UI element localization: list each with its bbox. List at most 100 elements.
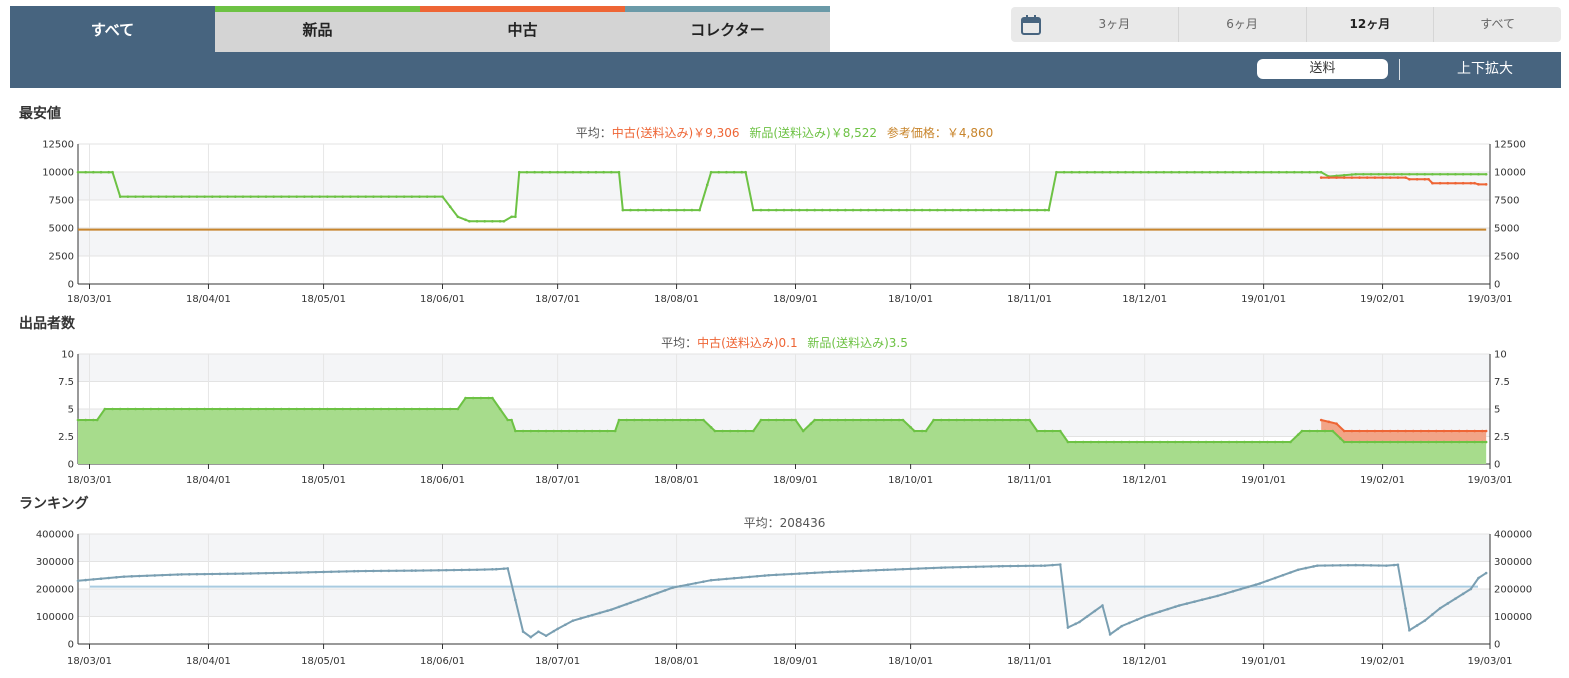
ranking-point [571,619,575,622]
x-tick-label: 18/03/01 [67,294,112,305]
new-seller-point [1434,440,1438,444]
new-seller-point [471,396,475,400]
new-price-point [775,208,778,212]
vertical-zoom-button[interactable]: 上下拡大 [1457,61,1513,77]
x-tick-label: 18/03/01 [67,475,112,486]
new-seller-point [882,418,886,422]
new-price-point [1154,170,1158,174]
new-price-point [744,170,747,174]
ranking-point [1461,592,1465,596]
x-tick-label: 18/06/01 [420,656,465,667]
ranking-point [506,567,510,570]
ranking-point [775,573,778,577]
tab-collector[interactable]: コレクター [625,6,830,52]
new-price-point [1012,208,1016,212]
y-tick-label-left: 300000 [36,557,74,568]
ranking-point [514,598,517,602]
ranking-point [168,573,172,577]
new-price-point [1139,170,1143,174]
ranking-point [1369,564,1373,567]
x-tick-label: 19/03/01 [1468,294,1513,305]
range-option-3m[interactable]: 3ヶ月 [1098,17,1131,31]
x-tick-label: 18/09/01 [773,475,818,486]
new-price-point [1101,170,1104,174]
new-price-point [1147,170,1150,174]
ranking-point [445,568,448,572]
new-seller-point [686,418,690,422]
ranking-point [610,608,613,611]
tab-new[interactable]: 新品 [215,6,420,52]
tab-all[interactable]: すべて [10,6,215,52]
ranking-point [1032,564,1035,568]
new-price-point [659,208,663,212]
new-seller-point [1250,440,1254,444]
plot-band [78,200,1490,228]
new-seller-point [552,429,556,433]
ranking-point [1043,564,1047,567]
ranking-point [686,583,690,586]
new-price-point [602,170,605,174]
ranking-point [1208,596,1212,600]
range-option-12m[interactable]: 12ヶ月 [1305,7,1434,42]
new-price-point [897,208,901,212]
ranking-point [364,569,368,573]
y-tick-label-left: 5 [68,405,74,416]
y-tick-label-right: 200000 [1494,585,1532,596]
ranking-point [76,579,80,583]
new-seller-point [126,407,130,411]
new-price-point [667,208,671,212]
used-price-point [1335,176,1338,179]
calendar-icon[interactable] [1011,7,1051,42]
new-seller-point [1442,440,1446,444]
new-seller-point [1419,440,1423,444]
ranking-section-title: ランキング [19,496,89,512]
range-option-6m[interactable]: 6ヶ月 [1177,7,1306,42]
new-seller-point [648,418,652,422]
new-seller-point [828,418,832,422]
new-seller-point [583,429,586,433]
new-seller-point [218,407,222,411]
ranking-point [1362,563,1365,567]
ranking-point [1231,590,1235,593]
new-seller-point [264,407,268,411]
used-seller-point [1335,422,1338,425]
ranking-point [1058,563,1062,566]
new-price-point [709,170,713,174]
x-tick-label: 18/06/01 [420,294,465,305]
condition-tabs: すべて 新品 中古 コレクター [10,6,830,52]
new-price-point [107,170,110,174]
ranking-point [1404,607,1407,610]
new-price-point [997,208,1001,212]
tab-used-stripe [420,6,625,12]
ranking-point [1101,604,1104,607]
ranking-point [959,565,962,569]
new-price-point [1005,208,1008,212]
sellers-chart: 0 0 2.5 2.5 5 5 7.5 7.5 10 10 18/03/01 18/04/01 18/0… [58,350,1512,486]
ranking-point [145,574,149,578]
ranking-point [475,568,479,572]
ranking-point [264,571,268,575]
new-seller-point [575,429,579,433]
new-seller-point [479,396,483,400]
new-price-point [759,208,763,212]
y-tick-label-right: 400000 [1494,530,1532,541]
top-bar: すべて 新品 中古 コレクター 3ヶ月 6ヶ月 12ヶ月 すべて 送料 [10,6,1561,88]
ranking-point [122,575,126,578]
ranking-point [732,576,736,580]
new-price-point [372,195,375,198]
sellers-avg-used: 中古(送料込み)0.1 [697,336,798,350]
ranking-point [187,573,191,576]
new-seller-point [924,429,928,433]
x-tick-label: 19/01/01 [1241,294,1286,305]
tab-used[interactable]: 中古 [420,6,625,52]
plot-band [78,534,1490,562]
shipping-toggle-button[interactable]: 送料 [1257,59,1388,79]
new-seller-point [303,407,306,411]
new-price-point [636,208,640,212]
new-seller-point [103,407,107,411]
range-option-all[interactable]: すべて [1433,7,1561,42]
new-seller-point [537,429,540,433]
new-seller-point [1450,440,1453,444]
used-seller-point [1419,429,1423,433]
ranking-point [671,586,675,589]
